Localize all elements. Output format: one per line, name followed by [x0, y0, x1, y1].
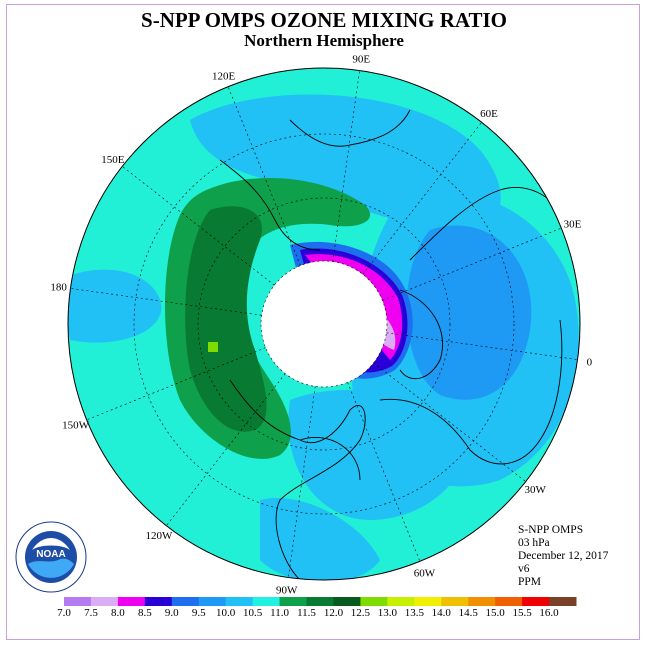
colorbar-label: 16.0	[539, 607, 559, 619]
map-title: S-NPP OMPS OZONE MIXING RATIO	[141, 8, 507, 32]
field-max-spot	[208, 342, 218, 352]
colorbar-label: 15.0	[485, 607, 505, 619]
colorbar-swatch	[414, 597, 442, 606]
colorbar-swatch	[198, 597, 227, 606]
colorbar-labels: 7.0 7.5 8.0 8.5 9.0 9.5 10.0 10.5 11.0 11.5 12.0 12…	[0, 607, 648, 621]
meridian-210	[86, 347, 266, 421]
colorbar-swatch	[90, 597, 119, 606]
info-level: 03 hPa	[518, 537, 550, 549]
ozone-field	[68, 68, 580, 580]
meridian-120	[227, 86, 301, 266]
colorbar-label: 14.5	[458, 607, 478, 619]
lon-label: 90E	[352, 54, 370, 66]
graticule	[70, 70, 578, 578]
colorbar-label: 15.5	[512, 607, 532, 619]
lon-label: 0	[587, 356, 593, 368]
longitude-labels: 90E 60E 30E 0 30W 60W 90W 120W 150W 180 150E 120E	[50, 54, 592, 597]
colorbar-label: 11.5	[297, 607, 316, 619]
meridian-240	[166, 373, 286, 526]
meridian-270	[288, 386, 316, 578]
polar-night-mask	[261, 261, 387, 387]
meridian-180	[70, 288, 262, 316]
field-blue-south	[260, 498, 380, 580]
colorbar-label: 13.0	[377, 607, 397, 619]
info-date: December 12, 2017	[518, 550, 609, 562]
colorbar-label: 7.5	[84, 607, 98, 619]
lon-label: 120E	[212, 71, 236, 83]
lon-label: 150E	[101, 154, 125, 166]
info-units: PPM	[518, 576, 542, 588]
lon-label: 30W	[524, 484, 546, 496]
noaa-logo: NOAA	[15, 521, 87, 593]
lon-label: 90W	[276, 584, 298, 596]
colorbar-label: 13.5	[404, 607, 424, 619]
meridian-330	[373, 362, 526, 482]
info-instrument: S-NPP OMPS	[518, 524, 584, 536]
colorbar-label: 11.0	[270, 607, 289, 619]
colorbar-swatch	[441, 597, 469, 606]
info-block: S-NPP OMPS 03 hPa December 12, 2017 v6 P…	[518, 524, 608, 589]
map-boundary	[67, 67, 581, 581]
colorbar-label: 9.5	[191, 607, 206, 619]
field-dark-green	[185, 206, 267, 432]
colorbar-swatch	[279, 597, 308, 606]
colorbar-swatch	[333, 597, 361, 606]
meridian-30	[382, 227, 562, 301]
meridian-0	[386, 332, 578, 360]
colorbar-label: 8.5	[137, 607, 152, 619]
lon-label: 180	[50, 282, 67, 294]
lat-40	[133, 133, 515, 515]
field-blue-atlantic	[288, 390, 465, 520]
colorbar-label: 14.0	[431, 607, 451, 619]
colorbar-label: 12.5	[350, 607, 371, 619]
meridian-150	[122, 166, 275, 286]
meridian-300	[347, 382, 421, 562]
colorbar	[64, 597, 577, 606]
colorbar-swatch	[117, 597, 146, 606]
lat-60	[197, 197, 451, 451]
map-subtitle: Northern Hemisphere	[244, 31, 404, 50]
colorbar-swatch	[171, 597, 200, 606]
colorbar-label: 12.0	[323, 607, 344, 619]
colorbar-label: 8.0	[111, 607, 125, 619]
colorbar-swatch	[225, 597, 254, 606]
figure-frame	[6, 4, 640, 640]
colorbar-swatch	[522, 597, 550, 606]
colorbar-swatch	[64, 597, 92, 606]
colorbar-swatch	[468, 597, 496, 606]
info-version: v6	[518, 563, 530, 575]
colorbar-label: 9.0	[164, 607, 179, 619]
lon-label: 30E	[564, 219, 582, 231]
lon-label: 60W	[414, 567, 436, 579]
lon-label: 60E	[480, 108, 498, 120]
field-blue-pacific	[68, 269, 162, 343]
colorbar-swatch	[306, 597, 334, 606]
lon-label: 120W	[146, 530, 174, 542]
colorbar-swatch	[144, 597, 173, 606]
colorbar-label: 7.0	[57, 607, 71, 619]
noaa-logo-text: NOAA	[36, 549, 65, 560]
colorbar-swatch	[387, 597, 415, 606]
meridian-90	[332, 70, 360, 262]
meridian-60	[362, 122, 482, 275]
colorbar-swatch	[495, 597, 523, 606]
lon-label: 150W	[62, 419, 90, 431]
field-blue-core	[406, 225, 532, 400]
colorbar-swatch	[360, 597, 388, 606]
colorbar-swatch	[252, 597, 281, 606]
colorbar-label: 10.5	[243, 607, 263, 619]
colorbar-swatch	[549, 597, 577, 606]
lat-80	[260, 260, 388, 388]
colorbar-label: 10.0	[216, 607, 236, 619]
